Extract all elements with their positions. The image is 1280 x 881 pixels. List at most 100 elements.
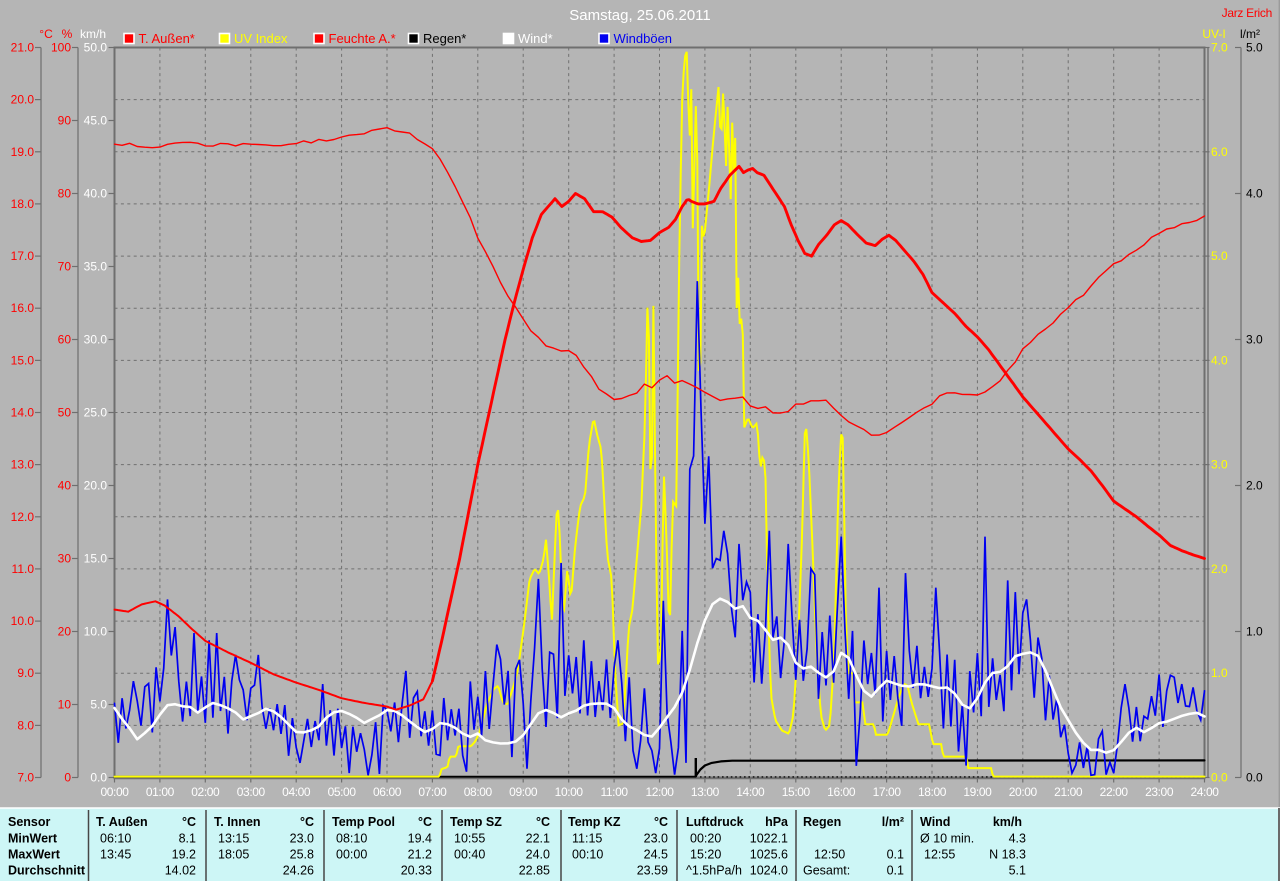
svg-text:18.0: 18.0 [11,197,35,211]
svg-text:18:05: 18:05 [218,848,249,862]
svg-text:12:00: 12:00 [645,785,674,799]
svg-text:15:20: 15:20 [690,848,721,862]
svg-text:Regen*: Regen* [423,31,466,46]
svg-text:°C: °C [536,815,550,829]
svg-text:km/h: km/h [993,815,1022,829]
svg-text:%: % [62,27,73,41]
svg-text:00:00: 00:00 [336,848,367,862]
svg-text:15.0: 15.0 [11,353,35,367]
svg-text:18:00: 18:00 [918,785,947,799]
svg-text:Samstag, 25.06.2011: Samstag, 25.06.2011 [569,7,711,24]
svg-text:km/h: km/h [80,27,106,41]
svg-text:l/m²: l/m² [1240,27,1260,41]
svg-text:22:00: 22:00 [1100,785,1129,799]
svg-text:12:50: 12:50 [807,848,845,862]
svg-text:1.0: 1.0 [1211,666,1228,680]
svg-text:UV Index: UV Index [234,31,288,46]
svg-text:19:00: 19:00 [963,785,992,799]
svg-text:4.3: 4.3 [1009,832,1026,846]
svg-text:10:55: 10:55 [454,832,485,846]
svg-text:20: 20 [58,625,72,639]
svg-text:6.0: 6.0 [1211,145,1228,159]
svg-text:0.0: 0.0 [1211,771,1228,785]
svg-text:0.0: 0.0 [90,771,107,785]
svg-text:21.0: 21.0 [11,41,35,55]
svg-text:10.0: 10.0 [11,614,35,628]
svg-text:3.0: 3.0 [1246,333,1263,347]
svg-text:50.0: 50.0 [84,41,108,55]
svg-text:17.0: 17.0 [11,249,35,263]
svg-text:09:00: 09:00 [509,785,538,799]
svg-text:Feuchte A.*: Feuchte A.* [329,31,396,46]
svg-text:50: 50 [58,406,72,420]
svg-text:24.5: 24.5 [644,848,668,862]
svg-text:Temp Pool: Temp Pool [332,815,395,829]
svg-text:70: 70 [58,260,72,274]
svg-text:40: 40 [58,479,72,493]
svg-text:12.0: 12.0 [11,510,35,524]
svg-text:22.85: 22.85 [519,864,550,878]
svg-text:Ø 10 min.: Ø 10 min. [920,832,974,846]
svg-text:UV-I: UV-I [1202,27,1225,41]
svg-text:00:40: 00:40 [454,848,485,862]
svg-text:Jarz Erich: Jarz Erich [1222,6,1272,20]
svg-text:Temp SZ: Temp SZ [450,815,502,829]
svg-text:10.0: 10.0 [84,625,108,639]
svg-text:Wind*: Wind* [518,31,553,46]
svg-text:11:15: 11:15 [572,832,602,846]
svg-text:Luftdruck: Luftdruck [686,815,744,829]
svg-text:0.1: 0.1 [887,864,904,878]
svg-text:90: 90 [58,114,72,128]
svg-text:25.0: 25.0 [84,406,108,420]
svg-text:16.0: 16.0 [11,301,35,315]
svg-text:13.0: 13.0 [11,458,35,472]
svg-text:8.1: 8.1 [179,832,196,846]
svg-text:4.0: 4.0 [1211,353,1228,367]
svg-text:N 18.3: N 18.3 [989,848,1026,862]
svg-text:24.0: 24.0 [526,848,550,862]
svg-text:T. Außen: T. Außen [96,815,148,829]
svg-text:02:00: 02:00 [191,785,220,799]
svg-text:00:10: 00:10 [572,848,603,862]
svg-text:4.0: 4.0 [1246,187,1263,201]
svg-text:Durchschnitt: Durchschnitt [8,864,86,878]
svg-text:13:45: 13:45 [100,848,131,862]
svg-text:05:00: 05:00 [328,785,357,799]
svg-text:9.0: 9.0 [17,666,34,680]
svg-text:5.0: 5.0 [1211,249,1228,263]
svg-text:°C: °C [182,815,196,829]
svg-text:°C: °C [418,815,432,829]
svg-text:23.0: 23.0 [290,832,314,846]
svg-text:06:00: 06:00 [373,785,402,799]
svg-text:40.0: 40.0 [84,187,108,201]
svg-text:24.26: 24.26 [283,864,314,878]
svg-text:15:00: 15:00 [782,785,811,799]
svg-text:5.1: 5.1 [1009,864,1026,878]
svg-text:06:10: 06:10 [100,832,131,846]
svg-text:5.0: 5.0 [1246,41,1263,55]
svg-text:0.0: 0.0 [1246,771,1263,785]
svg-text:°C: °C [39,27,53,41]
svg-text:01:00: 01:00 [146,785,175,799]
svg-text:13:15: 13:15 [218,832,249,846]
svg-text:10: 10 [58,698,72,712]
svg-text:Temp KZ: Temp KZ [568,815,621,829]
svg-text:l/m²: l/m² [882,815,904,829]
svg-text:8.0: 8.0 [17,718,34,732]
svg-text:T. Innen: T. Innen [214,815,261,829]
svg-text:1025.6: 1025.6 [750,848,788,862]
svg-text:11:00: 11:00 [601,785,629,799]
svg-text:35.0: 35.0 [84,260,108,274]
svg-text:12:55: 12:55 [924,848,955,862]
svg-text:20.33: 20.33 [401,864,432,878]
svg-text:19.0: 19.0 [11,145,35,159]
svg-text:30: 30 [58,552,72,566]
svg-text:00:00: 00:00 [100,785,129,799]
svg-text:08:00: 08:00 [464,785,493,799]
svg-text:22.1: 22.1 [526,832,550,846]
svg-text:30.0: 30.0 [84,333,108,347]
svg-text:00:20: 00:20 [690,832,721,846]
svg-text:23.59: 23.59 [637,864,668,878]
svg-text:1.0: 1.0 [1246,625,1263,639]
svg-text:04:00: 04:00 [282,785,311,799]
